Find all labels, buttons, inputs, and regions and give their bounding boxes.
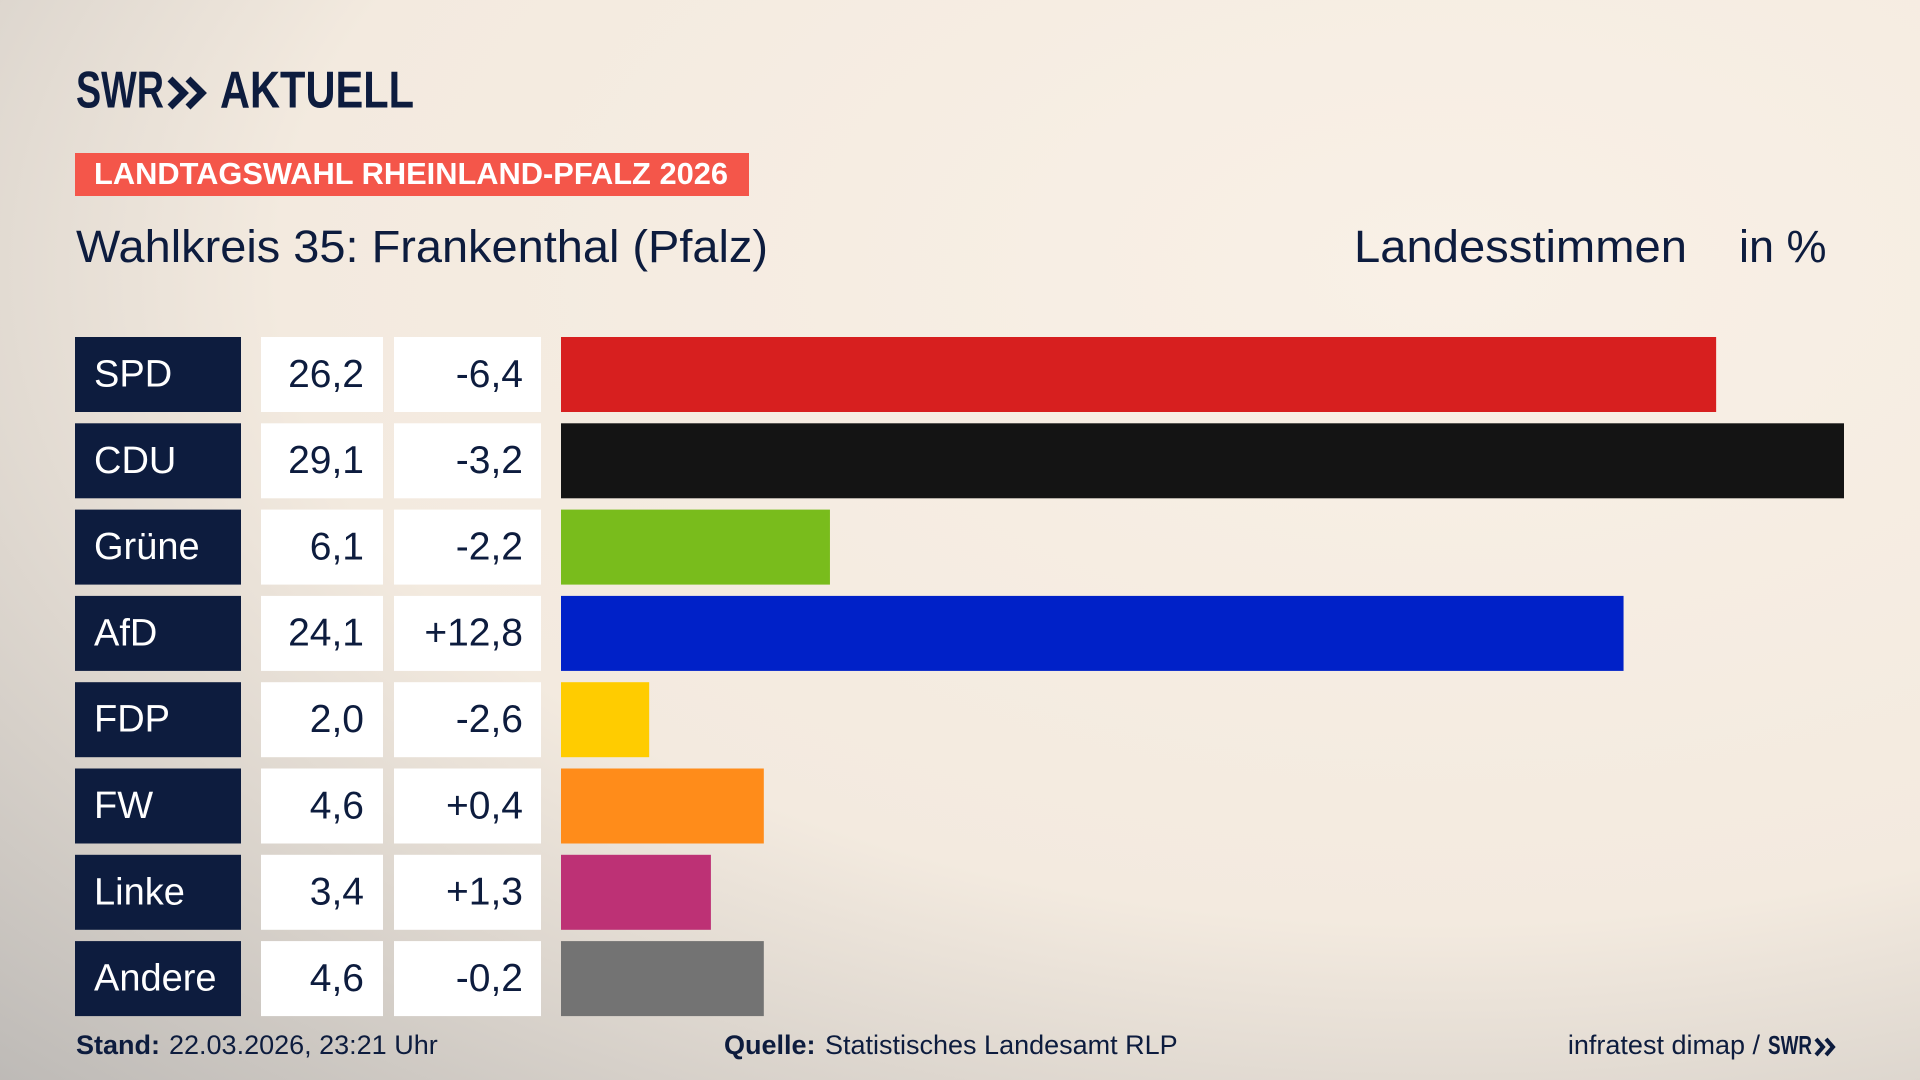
party-box: [75, 768, 241, 844]
change-label: +12,8: [424, 612, 523, 655]
party-label: Andere: [94, 958, 217, 1000]
stand-label: Stand:: [76, 1030, 160, 1060]
value-label: 24,1: [288, 612, 364, 655]
value-box: [261, 423, 383, 499]
party-label: Grüne: [94, 526, 200, 568]
bar: [561, 682, 650, 758]
value-box: [261, 337, 383, 412]
logo-chevrons: [167, 76, 207, 110]
party-box: [75, 595, 241, 671]
change-box: [394, 509, 541, 585]
party-label: SPD: [94, 354, 172, 396]
value-box: [261, 768, 383, 844]
source: Statistisches Landesamt RLP: [825, 1030, 1178, 1060]
party-label: FW: [94, 785, 153, 827]
chart-title: Wahlkreis 35: Frankenthal (Pfalz): [76, 221, 768, 272]
logo-text: AKTUELL: [220, 62, 414, 120]
credit: infratest dimap /: [1568, 1030, 1761, 1060]
change-box: [394, 337, 541, 412]
value-box: [261, 854, 383, 930]
value-label: 3,4: [310, 871, 364, 914]
value-label: 26,2: [288, 353, 364, 396]
value-label: 4,6: [310, 784, 364, 827]
party-label: Linke: [94, 871, 185, 913]
change-label: -2,6: [456, 698, 523, 741]
change-box: [394, 941, 541, 1017]
party-box: [75, 682, 241, 758]
value-label: 4,6: [310, 957, 364, 1000]
change-box: [394, 423, 541, 499]
unit-label: in %: [1739, 221, 1827, 272]
change-box: [394, 682, 541, 758]
bar: [561, 337, 1717, 412]
value-label: 2,0: [310, 698, 364, 741]
stand: 22.03.2026, 23:21 Uhr: [169, 1030, 438, 1060]
change-label: -6,4: [456, 353, 523, 396]
credit-logo: SWR: [1768, 1030, 1812, 1060]
logo: SWR: [76, 62, 164, 120]
value-box: [261, 682, 383, 758]
banner-text: LANDTAGSWAHL RHEINLAND-PFALZ 2026: [94, 156, 728, 191]
banner: [75, 153, 749, 196]
change-label: -2,2: [456, 525, 523, 568]
bar: [561, 509, 830, 585]
party-label: AfD: [94, 612, 157, 654]
value-label: 29,1: [288, 439, 364, 482]
change-label: -0,2: [456, 957, 523, 1000]
party-label: CDU: [94, 440, 176, 482]
party-box: [75, 854, 241, 930]
value-box: [261, 595, 383, 671]
party-label: FDP: [94, 699, 170, 741]
change-box: [394, 854, 541, 930]
bar: [561, 595, 1624, 671]
change-box: [394, 768, 541, 844]
change-label: +1,3: [446, 871, 523, 914]
credit-chevrons: [1814, 1037, 1836, 1057]
bar: [561, 854, 711, 930]
bar: [561, 768, 764, 844]
change-label: +0,4: [446, 784, 523, 827]
change-label: -3,2: [456, 439, 523, 482]
party-box: [75, 337, 241, 412]
value-box: [261, 509, 383, 585]
party-box: [75, 941, 241, 1017]
bar: [561, 941, 764, 1017]
bar: [561, 423, 1844, 499]
change-box: [394, 595, 541, 671]
source-label: Quelle:: [724, 1030, 816, 1060]
party-box: [75, 509, 241, 585]
value-header: Landesstimmen: [1354, 221, 1687, 272]
value-label: 6,1: [310, 525, 364, 568]
value-box: [261, 941, 383, 1017]
party-box: [75, 423, 241, 499]
